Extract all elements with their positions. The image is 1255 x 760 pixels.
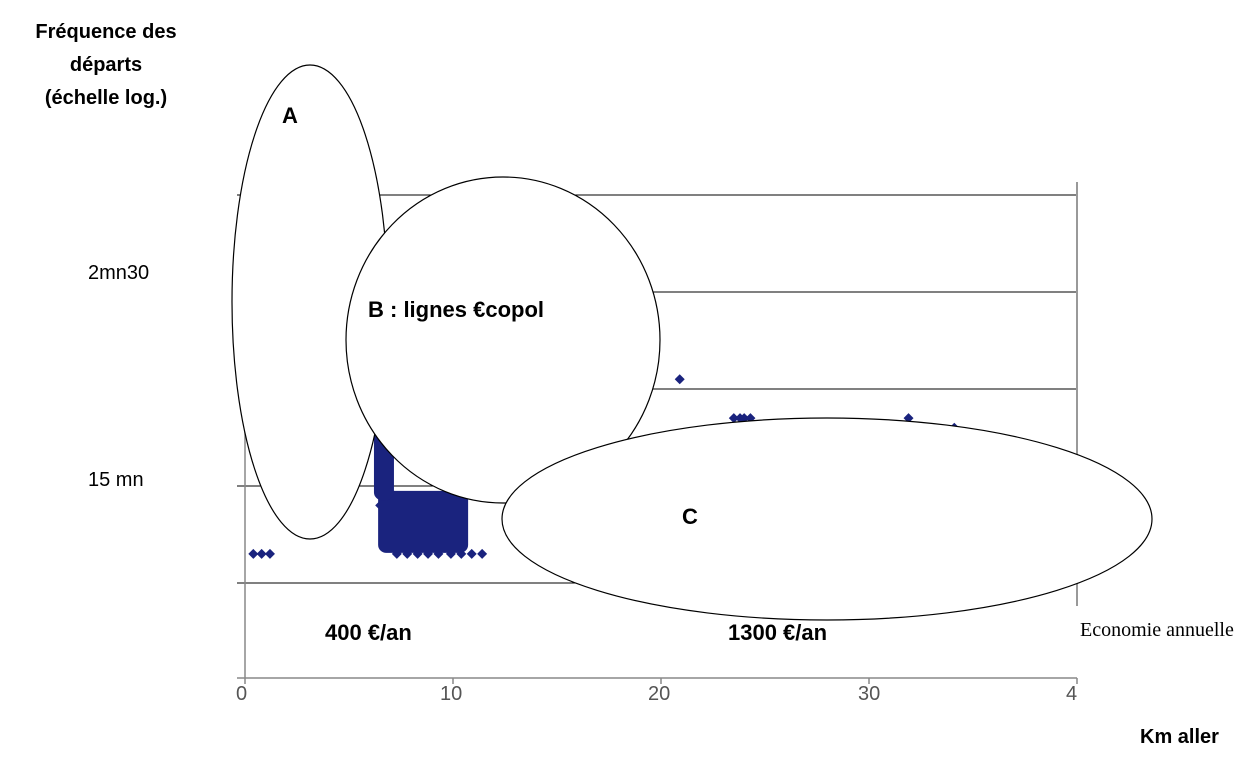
- y-axis-label-line-3: (échelle log.): [44, 87, 168, 109]
- savings-label-400: 400 €/an: [325, 620, 412, 645]
- data-point: [674, 374, 685, 385]
- zone-ellipses: [231, 64, 1153, 621]
- y-tick-label-15mn: 15 mn: [88, 469, 144, 491]
- y-axis-label-line-1: Fréquence des: [35, 21, 177, 43]
- data-point: [477, 548, 488, 559]
- y-axis-label-line-2: départs: [69, 54, 143, 76]
- data-point: [466, 548, 477, 559]
- data-point: [264, 548, 275, 559]
- savings-axis-label: Economie annuelle: [1080, 619, 1234, 641]
- x-tick-label-20: 20: [648, 683, 671, 705]
- zone-c-ellipse: [501, 417, 1153, 621]
- x-tick-label-4: 4: [1066, 683, 1078, 705]
- x-axis-label: Km aller: [1140, 726, 1219, 748]
- savings-label-1300: 1300 €/an: [728, 620, 828, 645]
- y-tick-label-2mn30: 2mn30: [88, 262, 150, 284]
- zone-a-label: A: [282, 103, 298, 128]
- data-point: [256, 548, 267, 559]
- zone-c-label: C: [682, 504, 698, 529]
- zone-b-label: B : lignes €copol: [368, 297, 545, 322]
- data-point: [248, 548, 259, 559]
- x-tick-label-0: 0: [236, 683, 248, 705]
- y-axis-label: Fréquence des départs (échelle log.): [0, 16, 212, 115]
- x-tick-label-10: 10: [440, 683, 463, 705]
- zone-b-ellipse: [345, 176, 661, 504]
- x-tick-label-30: 30: [858, 683, 881, 705]
- point-cluster: [378, 490, 469, 553]
- data-point: [728, 413, 739, 424]
